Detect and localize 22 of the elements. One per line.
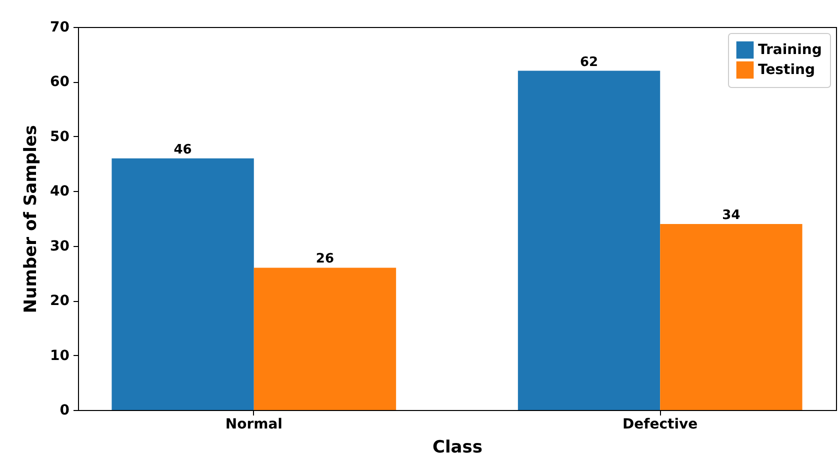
y-tick-label: 60: [50, 74, 70, 90]
bar: [660, 224, 802, 410]
legend-label: Testing: [758, 62, 815, 78]
x-axis-title: Class: [432, 438, 483, 458]
y-tick-label: 0: [60, 402, 70, 418]
data-label: 26: [316, 252, 334, 267]
data-label: 62: [580, 54, 598, 70]
y-tick-label: 10: [50, 348, 70, 364]
legend-label: Training: [758, 42, 822, 58]
y-tick-label: 20: [50, 293, 70, 310]
y-axis-title: Number of Samples: [21, 124, 42, 314]
bar: [518, 70, 660, 410]
data-label: 46: [174, 142, 192, 158]
data-label: 34: [722, 208, 740, 223]
x-tick-label: Defective: [622, 416, 698, 432]
y-tick-label: 50: [50, 128, 70, 145]
y-tick-label: 30: [50, 238, 70, 254]
bar: [112, 158, 254, 410]
x-tick-label: Normal: [225, 416, 282, 432]
y-tick-label: 40: [50, 184, 70, 200]
y-tick-label: 70: [50, 20, 70, 36]
bar: [254, 268, 396, 410]
